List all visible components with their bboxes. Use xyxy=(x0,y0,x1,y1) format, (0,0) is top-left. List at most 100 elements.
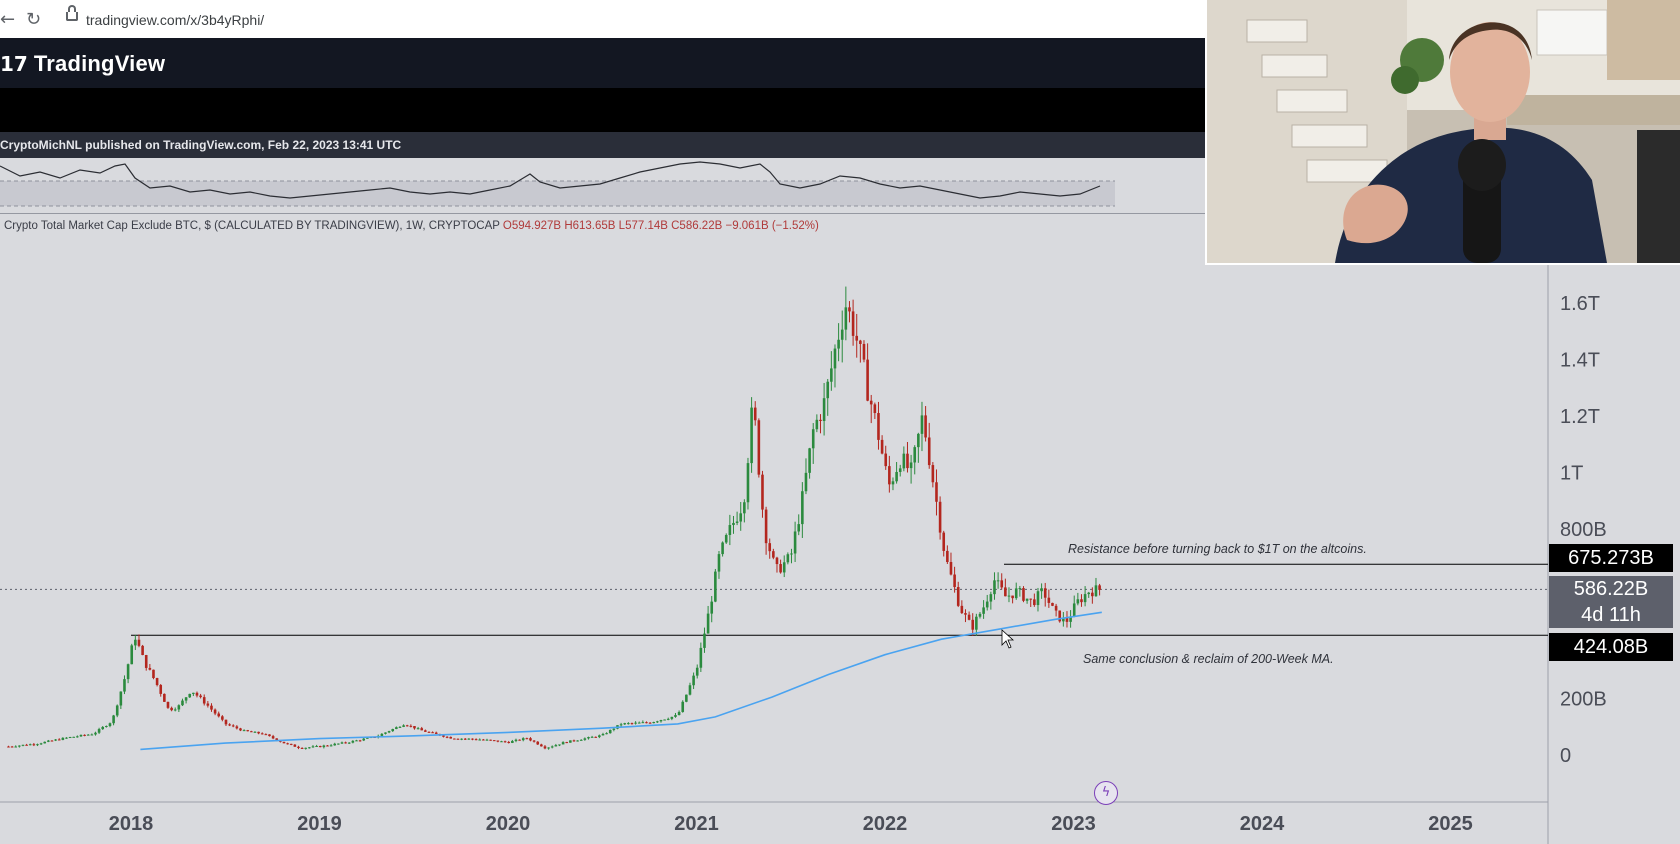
candle-body xyxy=(137,639,141,646)
candle-body xyxy=(735,521,739,523)
candle-body xyxy=(1036,591,1040,606)
candle-body xyxy=(54,739,57,741)
candle-body xyxy=(739,513,743,522)
candle-body xyxy=(199,695,202,698)
candle-body xyxy=(315,745,318,747)
candle-body xyxy=(489,739,492,741)
candle-body xyxy=(112,715,115,724)
oscillator-line xyxy=(0,161,1101,199)
candle-body xyxy=(656,721,659,723)
candle-body xyxy=(891,481,895,485)
candle-body xyxy=(837,339,840,349)
reload-icon[interactable]: ↻ xyxy=(26,9,42,30)
series-change: −9.061B (−1.52%) xyxy=(725,220,819,232)
y-tick-label: 1.2T xyxy=(1560,406,1600,428)
candle-body xyxy=(1098,585,1101,590)
lightning-icon[interactable]: ϟ xyxy=(1094,781,1118,805)
candle-body xyxy=(366,737,369,739)
back-arrow-icon[interactable]: ← xyxy=(0,9,16,30)
candle-body xyxy=(938,501,942,533)
candle-body xyxy=(1018,588,1022,590)
candle-body xyxy=(913,447,917,463)
candle-body xyxy=(1065,617,1069,622)
address-bar[interactable]: tradingview.com/x/3b4yRphi/ xyxy=(86,12,265,28)
candle-body xyxy=(300,747,304,749)
series-name: Crypto Total Market Cap Exclude BTC, $ (… xyxy=(4,220,500,232)
candle-body xyxy=(177,705,181,710)
candle-body xyxy=(170,707,173,711)
candle-body xyxy=(485,739,489,741)
candle-body xyxy=(989,594,993,602)
candle-body xyxy=(32,744,36,746)
bar-countdown: 4d 11h xyxy=(1581,604,1641,626)
y-tick-label: 0 xyxy=(1560,745,1571,767)
y-tick-label: 800B xyxy=(1560,519,1607,541)
candle-body xyxy=(322,745,326,748)
candle-body xyxy=(873,404,877,414)
candle-body xyxy=(86,734,90,736)
candle-body xyxy=(57,739,61,741)
candle-body xyxy=(540,744,543,747)
candle-body xyxy=(906,453,909,469)
candle-body xyxy=(666,718,670,720)
candle-body xyxy=(1047,597,1051,603)
candle-body xyxy=(790,553,793,555)
candle-body xyxy=(859,340,862,344)
candle-body xyxy=(996,580,1000,582)
candle-body xyxy=(851,311,855,336)
x-tick-label: 2024 xyxy=(1240,813,1285,835)
candle-body xyxy=(898,468,902,472)
candle-body xyxy=(884,453,888,467)
candle-body xyxy=(529,738,532,741)
candle-body xyxy=(601,733,605,736)
candle-body xyxy=(449,736,453,739)
candle-body xyxy=(681,701,685,712)
candle-body xyxy=(576,740,579,742)
candle-body xyxy=(47,740,50,742)
candle-body xyxy=(753,407,757,421)
candle-body xyxy=(902,453,906,469)
tradingview-logo[interactable]: 17 TradingView xyxy=(0,51,165,77)
candle-body xyxy=(659,720,663,722)
candle-body xyxy=(1000,580,1004,588)
candle-body xyxy=(1007,595,1011,597)
candle-body xyxy=(184,697,188,701)
series-high: H613.65B xyxy=(564,220,616,232)
candle-body xyxy=(1033,599,1036,606)
candle-body xyxy=(612,728,616,730)
candle-body xyxy=(953,574,956,588)
x-tick-label: 2021 xyxy=(674,813,719,835)
candle-body xyxy=(917,433,920,448)
candle-body xyxy=(340,742,344,744)
candle-body xyxy=(971,619,975,630)
candle-body xyxy=(637,722,641,724)
candle-body xyxy=(801,491,804,525)
candle-body xyxy=(583,738,587,740)
candle-body xyxy=(956,587,960,606)
candle-body xyxy=(695,667,699,676)
candle-body xyxy=(213,709,217,714)
candle-body xyxy=(648,722,652,724)
ma200-line[interactable] xyxy=(140,611,1102,751)
candle-body xyxy=(855,335,859,341)
candle-body xyxy=(518,739,521,741)
candle-body xyxy=(975,616,978,630)
y-tick-label: 1.4T xyxy=(1560,350,1600,372)
candle-body xyxy=(492,740,496,742)
tradingview-logo-text: TradingView xyxy=(33,51,166,76)
candle-body xyxy=(347,742,351,744)
candle-body xyxy=(224,719,228,725)
candle-body xyxy=(960,605,964,614)
candle-body xyxy=(467,738,471,740)
y-tick-label: 1T xyxy=(1560,463,1583,485)
candle-body xyxy=(297,746,300,748)
candle-body xyxy=(413,726,416,729)
candle-body xyxy=(460,738,463,740)
candle-body xyxy=(782,562,786,573)
candle-body xyxy=(1040,588,1043,592)
candle-body xyxy=(978,613,982,617)
oscillator-band xyxy=(0,181,1115,206)
candle-body xyxy=(627,723,630,725)
candle-body xyxy=(645,722,648,724)
